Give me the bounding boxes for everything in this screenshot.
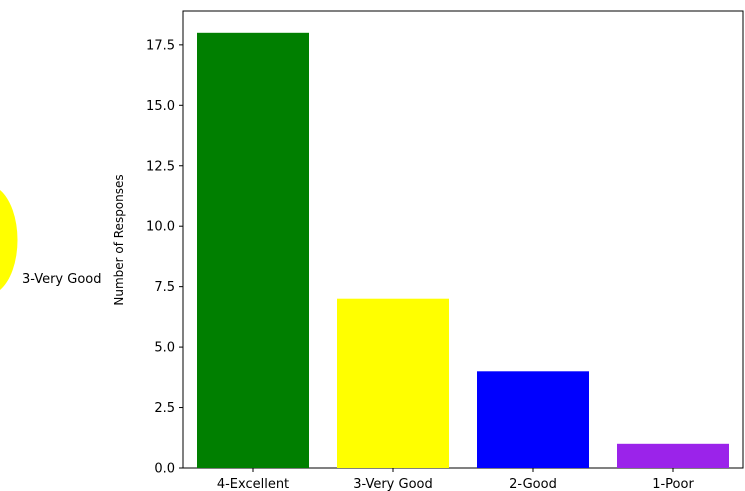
bar-2-good (477, 371, 589, 468)
bar-3-very-good (337, 298, 449, 468)
y-tick-label: 5.0 (154, 341, 175, 356)
y-axis-label: Number of Responses (112, 174, 126, 305)
y-tick-label: 12.5 (146, 159, 175, 174)
x-axis: 4-Excellent 3-Very Good 2-Good 1-Poor (217, 468, 694, 491)
x-tick-label: 4-Excellent (217, 477, 289, 491)
bar-4-excellent (197, 32, 309, 469)
y-tick-label: 0.0 (154, 462, 175, 477)
y-axis: 0.0 2.5 5.0 7.5 10.0 12.5 15.0 17.5 (146, 38, 183, 477)
y-tick-label: 2.5 (154, 401, 175, 416)
background-pie-label: 3-Very Good (22, 272, 102, 287)
bars-group (197, 32, 729, 469)
x-tick-label: 3-Very Good (353, 477, 433, 491)
bar-1-poor (617, 443, 729, 468)
x-tick-label: 1-Poor (652, 477, 694, 491)
y-tick-label: 15.0 (146, 99, 175, 114)
y-tick-label: 10.0 (146, 220, 175, 235)
y-tick-label: 7.5 (154, 280, 175, 295)
x-tick-label: 2-Good (509, 477, 557, 491)
y-tick-label: 17.5 (146, 38, 175, 53)
background-pie-wedge (0, 190, 18, 290)
